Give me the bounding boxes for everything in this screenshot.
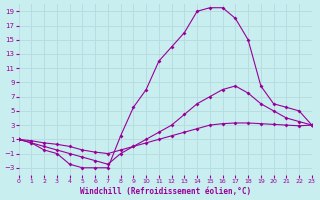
X-axis label: Windchill (Refroidissement éolien,°C): Windchill (Refroidissement éolien,°C) — [80, 187, 251, 196]
